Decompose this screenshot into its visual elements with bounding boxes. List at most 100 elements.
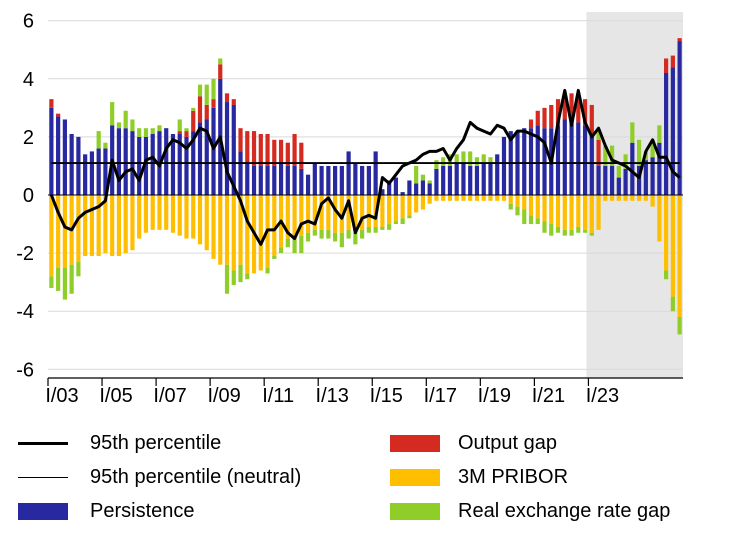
bar-persistence bbox=[474, 165, 480, 195]
bar-real-exchange-rate-gap bbox=[515, 206, 520, 216]
bar-3m-pribor bbox=[204, 195, 209, 251]
bar-persistence bbox=[373, 151, 378, 195]
bar-persistence bbox=[238, 151, 243, 195]
bar-persistence bbox=[454, 163, 459, 195]
bar-output-gap bbox=[251, 131, 257, 166]
bar-persistence bbox=[305, 174, 311, 195]
bar-real-exchange-rate-gap bbox=[488, 157, 493, 164]
bar-real-exchange-rate-gap bbox=[218, 58, 223, 65]
bar-real-exchange-rate-gap bbox=[522, 209, 527, 225]
line-95th-percentile bbox=[49, 88, 681, 246]
bar-persistence bbox=[326, 165, 331, 195]
bar-output-gap bbox=[49, 99, 54, 108]
y-tick-label: -2 bbox=[16, 243, 34, 265]
bar-real-exchange-rate-gap bbox=[366, 226, 371, 233]
bar-persistence bbox=[123, 128, 128, 195]
bar-output-gap bbox=[589, 104, 594, 134]
bar-3m-pribor bbox=[292, 195, 297, 239]
bar-3m-pribor bbox=[56, 195, 61, 268]
bar-3m-pribor bbox=[96, 195, 101, 256]
bar-3m-pribor bbox=[616, 195, 621, 201]
bar-persistence bbox=[265, 165, 270, 195]
bar-persistence bbox=[427, 183, 432, 195]
legend-label: Real exchange rate gap bbox=[458, 499, 671, 522]
bar-3m-pribor bbox=[333, 195, 338, 233]
bar-real-exchange-rate-gap bbox=[96, 131, 101, 149]
bar-real-exchange-rate-gap bbox=[569, 229, 574, 236]
bar-output-gap bbox=[272, 139, 277, 166]
bar-3m-pribor bbox=[636, 195, 642, 201]
bar-persistence bbox=[488, 163, 493, 195]
bar-persistence bbox=[231, 104, 236, 195]
bar-persistence bbox=[535, 125, 540, 195]
y-tick-label: 4 bbox=[23, 69, 34, 91]
bar-3m-pribor bbox=[319, 195, 324, 230]
bar-3m-pribor bbox=[346, 195, 351, 230]
legend-label: 95th percentile bbox=[90, 431, 222, 454]
bar-persistence bbox=[616, 177, 621, 195]
bar-real-exchange-rate-gap bbox=[596, 131, 601, 140]
bar-persistence bbox=[393, 177, 398, 195]
bar-persistence bbox=[103, 148, 108, 195]
bar-persistence bbox=[664, 73, 669, 195]
legend: 95th percentile 95th percentile (neutral… bbox=[0, 420, 731, 543]
bar-3m-pribor bbox=[407, 195, 412, 216]
bar-real-exchange-rate-gap bbox=[535, 218, 540, 225]
bar-persistence bbox=[197, 122, 203, 195]
bar-real-exchange-rate-gap bbox=[589, 232, 594, 236]
bar-3m-pribor bbox=[609, 195, 615, 201]
bar-real-exchange-rate-gap bbox=[265, 267, 270, 274]
bar-real-exchange-rate-gap bbox=[454, 154, 459, 164]
bar-persistence bbox=[204, 119, 209, 195]
bar-real-exchange-rate-gap bbox=[360, 229, 365, 239]
bar-persistence bbox=[630, 142, 635, 195]
bar-3m-pribor bbox=[258, 195, 263, 271]
bar-output-gap bbox=[197, 96, 203, 123]
bar-real-exchange-rate-gap bbox=[353, 232, 358, 245]
bar-persistence bbox=[542, 128, 547, 195]
bar-real-exchange-rate-gap bbox=[285, 238, 290, 248]
bar-output-gap bbox=[56, 113, 61, 117]
bar-3m-pribor bbox=[468, 195, 473, 201]
bar-3m-pribor bbox=[211, 195, 216, 259]
legend-label: 3M PRIBOR bbox=[458, 465, 569, 488]
bar-persistence bbox=[137, 136, 142, 195]
bar-real-exchange-rate-gap bbox=[576, 226, 581, 233]
bar-output-gap bbox=[299, 142, 304, 169]
bar-3m-pribor bbox=[495, 195, 500, 201]
x-tick-label: I/17 bbox=[424, 385, 457, 407]
bar-persistence bbox=[481, 163, 486, 195]
bar-output-gap bbox=[191, 110, 196, 132]
bar-real-exchange-rate-gap bbox=[56, 267, 61, 291]
bar-real-exchange-rate-gap bbox=[69, 264, 74, 294]
bar-3m-pribor bbox=[441, 195, 446, 201]
bar-3m-pribor bbox=[177, 195, 182, 236]
bar-real-exchange-rate-gap bbox=[292, 238, 297, 254]
bar-real-exchange-rate-gap bbox=[542, 221, 547, 233]
bar-real-exchange-rate-gap bbox=[427, 180, 432, 184]
y-tick-label: 2 bbox=[23, 127, 34, 149]
x-tick-label: I/09 bbox=[207, 385, 240, 407]
bar-3m-pribor bbox=[137, 195, 142, 239]
bar-persistence bbox=[569, 119, 574, 195]
bar-persistence bbox=[636, 165, 642, 195]
bar-real-exchange-rate-gap bbox=[407, 215, 412, 219]
bar-3m-pribor bbox=[414, 195, 419, 213]
bar-3m-pribor bbox=[103, 195, 108, 254]
bar-real-exchange-rate-gap bbox=[549, 224, 554, 236]
bar-persistence bbox=[555, 125, 561, 195]
bar-3m-pribor bbox=[224, 195, 230, 265]
bar-real-exchange-rate-gap bbox=[461, 151, 466, 164]
bar-3m-pribor bbox=[434, 195, 439, 201]
x-tick-label: I/23 bbox=[586, 385, 619, 407]
x-tick-label: I/07 bbox=[153, 385, 186, 407]
bar-persistence bbox=[299, 168, 304, 195]
bar-persistence bbox=[380, 189, 385, 195]
bar-3m-pribor bbox=[596, 195, 601, 230]
legend-item-persistence: Persistence bbox=[18, 496, 195, 526]
bar-persistence bbox=[366, 165, 371, 195]
bar-3m-pribor bbox=[49, 195, 54, 277]
bar-persistence bbox=[360, 165, 365, 195]
bar-3m-pribor bbox=[555, 195, 561, 227]
bar-real-exchange-rate-gap bbox=[670, 296, 675, 312]
